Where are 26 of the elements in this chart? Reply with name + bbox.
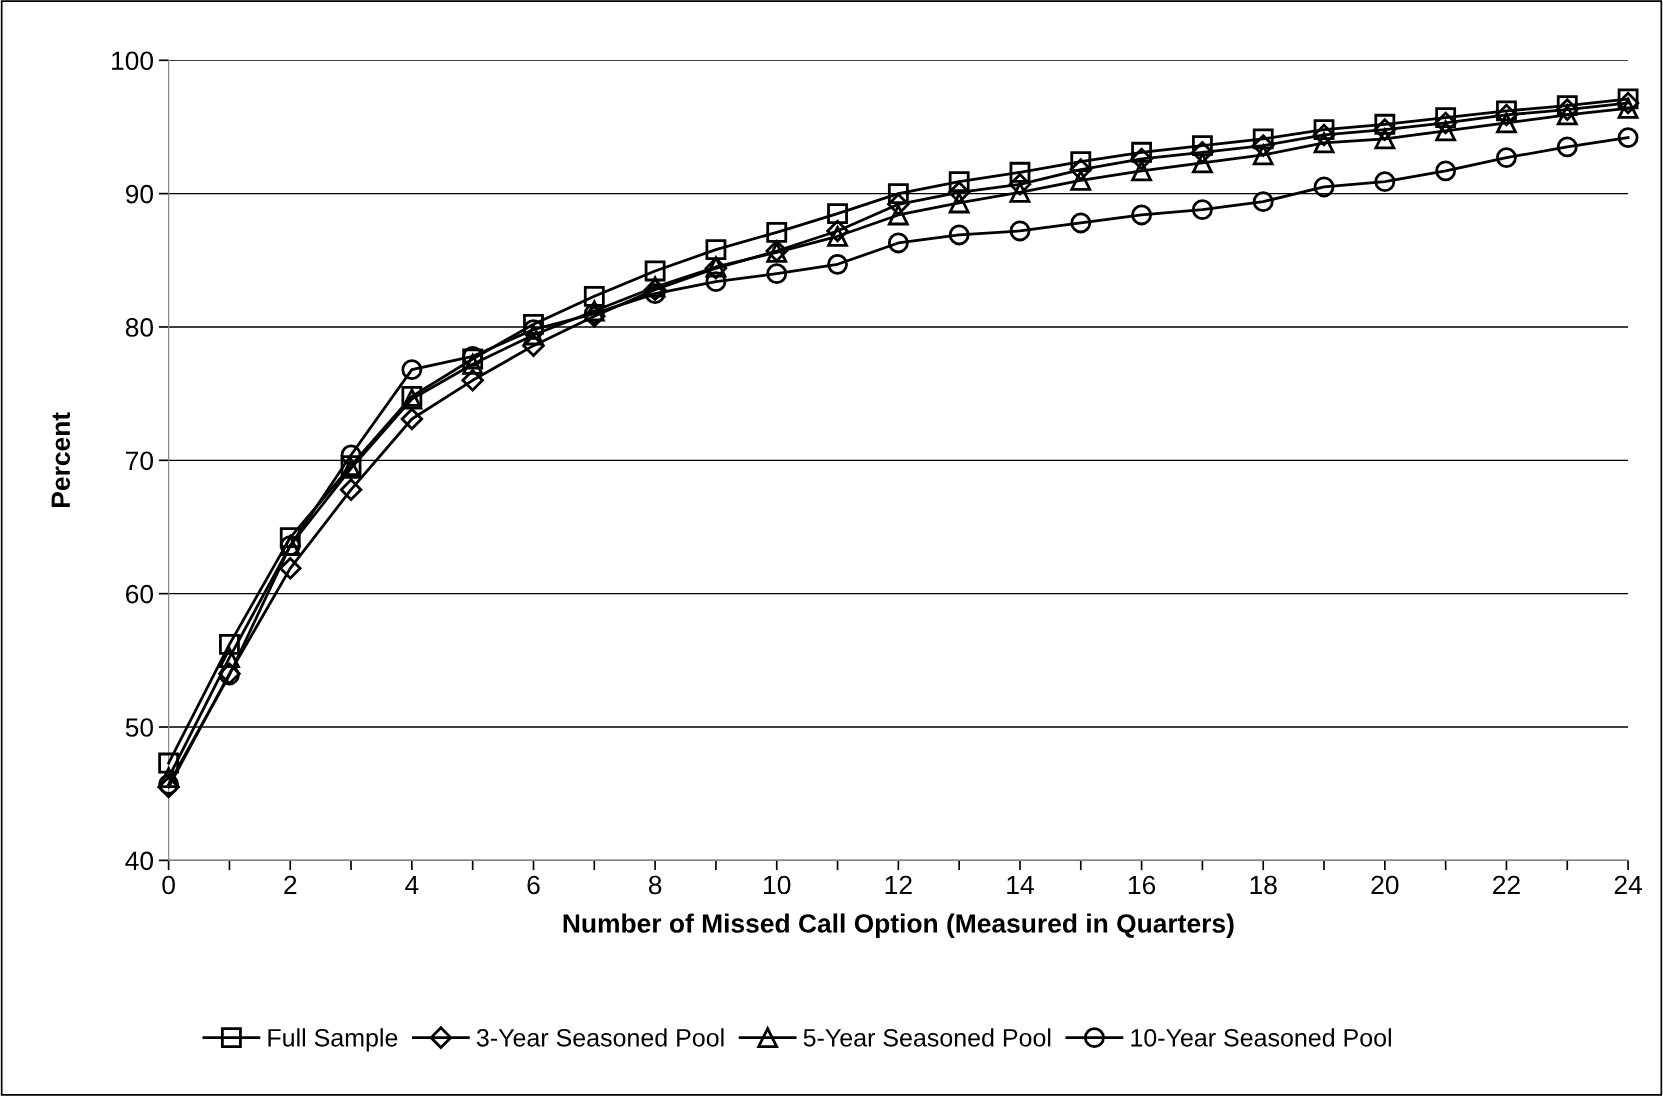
y-tick-label: 40 (125, 851, 154, 871)
x-tick-label: 18 (1250, 875, 1277, 895)
x-tick-label: 20 (1371, 875, 1399, 895)
legend-label: 3-Year Seasoned Pool (476, 1028, 724, 1047)
x-axis-title: Number of Missed Call Option (Measured in Quarters) (563, 913, 1234, 939)
legend-label: 5-Year Seasoned Pool (803, 1028, 1051, 1047)
x-tick-label: 22 (1493, 875, 1520, 895)
legend-label: 10-Year Seasoned Pool (1131, 1028, 1391, 1047)
y-axis-title: Percent (51, 412, 71, 507)
x-tick-label: 10 (764, 875, 791, 895)
y-tick-label: 60 (126, 584, 154, 604)
x-tick-label: 0 (162, 875, 175, 895)
x-tick-label: 2 (284, 875, 297, 895)
x-tick-label: 8 (648, 875, 662, 895)
x-tick-label: 12 (885, 875, 912, 895)
y-tick-label: 70 (126, 451, 154, 471)
y-tick-label: 100 (112, 51, 154, 71)
x-tick-label: 14 (1007, 875, 1034, 895)
y-tick-label: 90 (125, 184, 154, 204)
x-tick-label: 16 (1128, 875, 1156, 895)
y-tick-label: 80 (125, 318, 154, 337)
x-tick-label: 6 (527, 875, 540, 895)
x-tick-label: 4 (405, 875, 419, 895)
legend-label: Full Sample (268, 1028, 398, 1052)
x-tick-label: 24 (1614, 875, 1642, 895)
y-tick-label: 50 (125, 718, 154, 737)
